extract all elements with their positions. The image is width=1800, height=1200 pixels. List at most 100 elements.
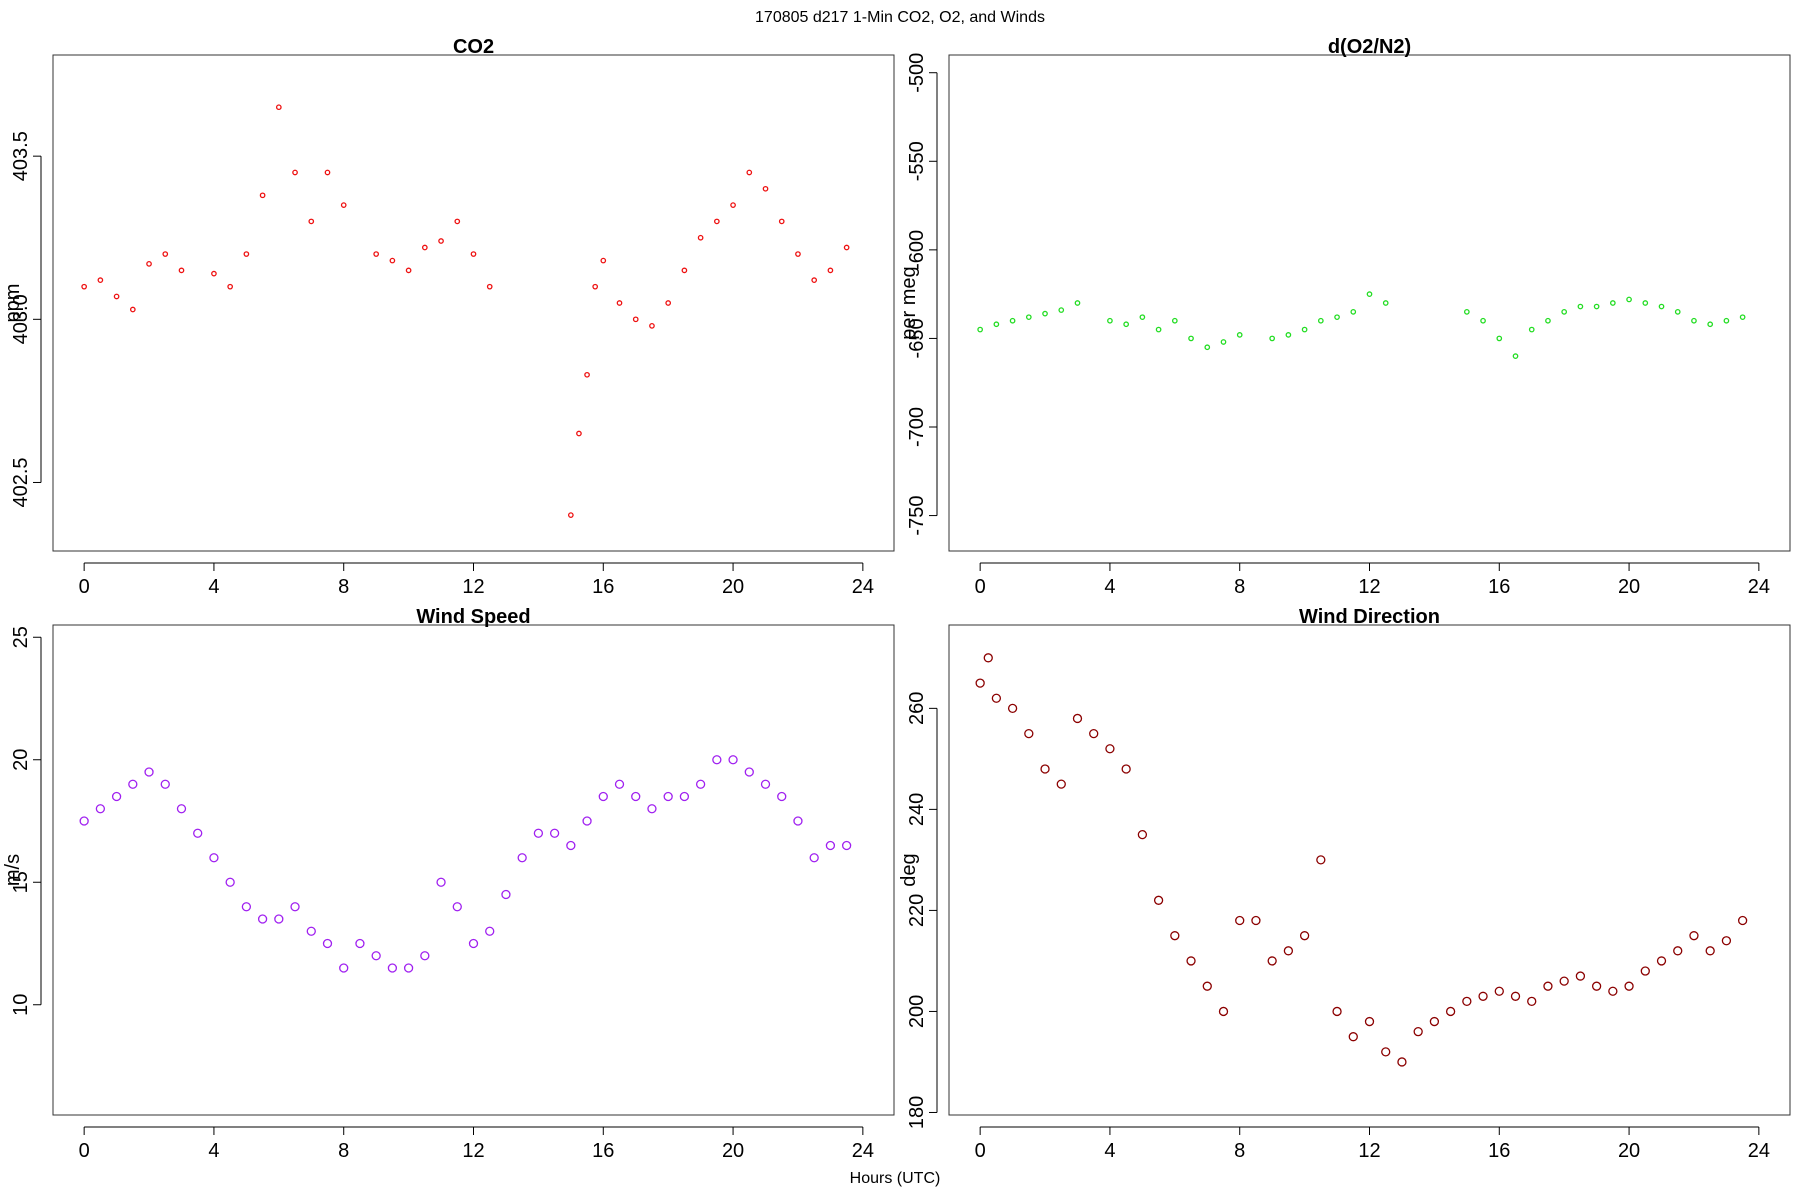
y-axis: -750 -700 -650 -600 -550 -500 — [906, 53, 938, 536]
y-tick-label: 20 — [10, 749, 32, 771]
data-point — [1658, 303, 1665, 310]
chart-title: CO2 — [453, 36, 494, 58]
x-tick-label: 12 — [462, 576, 484, 598]
y-tick-label: -750 — [906, 496, 928, 536]
data-point — [1608, 986, 1618, 996]
data-point — [566, 840, 576, 851]
x-tick-label: 24 — [1748, 576, 1770, 598]
data-point — [1171, 317, 1178, 324]
data-point — [1413, 1026, 1423, 1037]
data-point — [517, 853, 527, 863]
data-point — [454, 218, 461, 225]
data-point — [1007, 703, 1018, 714]
data-point — [178, 267, 185, 274]
x-axis: 0 4 8 12 16 20 24 — [79, 1126, 874, 1162]
data-point — [1316, 855, 1326, 865]
data-point — [420, 951, 430, 961]
data-point — [1593, 303, 1600, 310]
data-point — [1235, 915, 1245, 926]
data-point — [1673, 946, 1683, 956]
data-point — [308, 218, 315, 225]
x-tick-label: 16 — [1488, 576, 1510, 598]
data-point — [778, 218, 785, 225]
data-point — [533, 828, 544, 838]
x-tick-label: 20 — [1618, 1140, 1640, 1162]
y-tick-label: -550 — [906, 141, 928, 181]
data-point — [1301, 326, 1308, 333]
y-tick-label: 10 — [10, 994, 32, 1016]
data-point — [793, 816, 803, 826]
data-point — [762, 185, 769, 192]
data-point — [1056, 779, 1066, 789]
data-point — [1561, 309, 1568, 315]
data-point — [1332, 1006, 1342, 1017]
data-point — [1269, 335, 1276, 342]
data-point — [438, 238, 444, 244]
y-axis-label: m/s — [2, 854, 24, 886]
data-point — [1074, 300, 1081, 306]
y-axis-label: deg — [898, 853, 920, 886]
data-point — [468, 938, 479, 949]
data-point — [1121, 764, 1131, 774]
x-tick-label: 16 — [592, 1140, 614, 1162]
x-tick-label: 20 — [1618, 576, 1640, 598]
y-tick-label: 15 — [10, 871, 32, 893]
y-tick-label: 403.0 — [10, 294, 32, 344]
data-point — [292, 169, 298, 176]
data-point — [1123, 321, 1130, 328]
data-point — [1024, 728, 1034, 739]
x-tick-label: 8 — [338, 576, 349, 598]
data-point — [81, 283, 87, 290]
data-point — [355, 938, 365, 949]
data-point — [1186, 956, 1196, 966]
data-point — [582, 816, 592, 826]
data-point — [983, 653, 993, 663]
data-point — [1107, 317, 1113, 324]
data-point — [697, 234, 704, 241]
data-point — [728, 755, 738, 765]
figure-suptitle: 170805 d217 1-Min CO2, O2, and Winds — [755, 9, 1045, 26]
data-points — [79, 755, 852, 973]
data-point — [259, 192, 266, 199]
data-point — [1478, 991, 1488, 1001]
y-tick-label: 402.5 — [10, 457, 32, 507]
data-point — [598, 791, 608, 802]
data-point — [485, 926, 495, 936]
data-point — [1317, 317, 1324, 324]
y-axis: 10 15 20 25 — [10, 626, 42, 1016]
data-point — [1462, 996, 1472, 1006]
data-point — [663, 791, 673, 802]
data-point — [1674, 309, 1681, 315]
data-point — [977, 326, 983, 333]
data-point — [576, 430, 582, 437]
data-point — [567, 512, 574, 518]
x-axis: 0 4 8 12 16 20 24 — [79, 562, 874, 598]
y-tick-label: 220 — [906, 894, 928, 927]
data-point — [1510, 991, 1521, 1001]
data-point — [129, 306, 136, 313]
data-point — [1382, 300, 1389, 306]
data-points — [977, 291, 1746, 359]
chart-title: d(O2/N2) — [1328, 36, 1411, 58]
data-point — [373, 251, 380, 257]
data-point — [1397, 1057, 1407, 1067]
data-point — [825, 840, 836, 851]
plot-frame — [948, 624, 1791, 1116]
data-point — [712, 755, 722, 765]
y-tick-label: 240 — [906, 793, 928, 826]
data-point — [1072, 713, 1083, 724]
x-tick-label: 24 — [1748, 1140, 1770, 1162]
y-axis: 402.5 403.0 403.5 — [10, 131, 42, 508]
data-point — [1494, 986, 1504, 996]
data-point — [421, 244, 428, 251]
data-point — [339, 963, 349, 973]
x-tick-label: 0 — [79, 576, 90, 598]
data-point — [1691, 317, 1697, 324]
data-point — [1137, 829, 1148, 840]
chart-panel-3: Wind Speed 0 4 8 12 16 20 24 10 15 20 25 m/s — [2, 606, 895, 1162]
data-point — [730, 202, 736, 208]
data-point — [695, 779, 706, 789]
data-point — [843, 244, 850, 251]
data-point — [95, 804, 106, 814]
